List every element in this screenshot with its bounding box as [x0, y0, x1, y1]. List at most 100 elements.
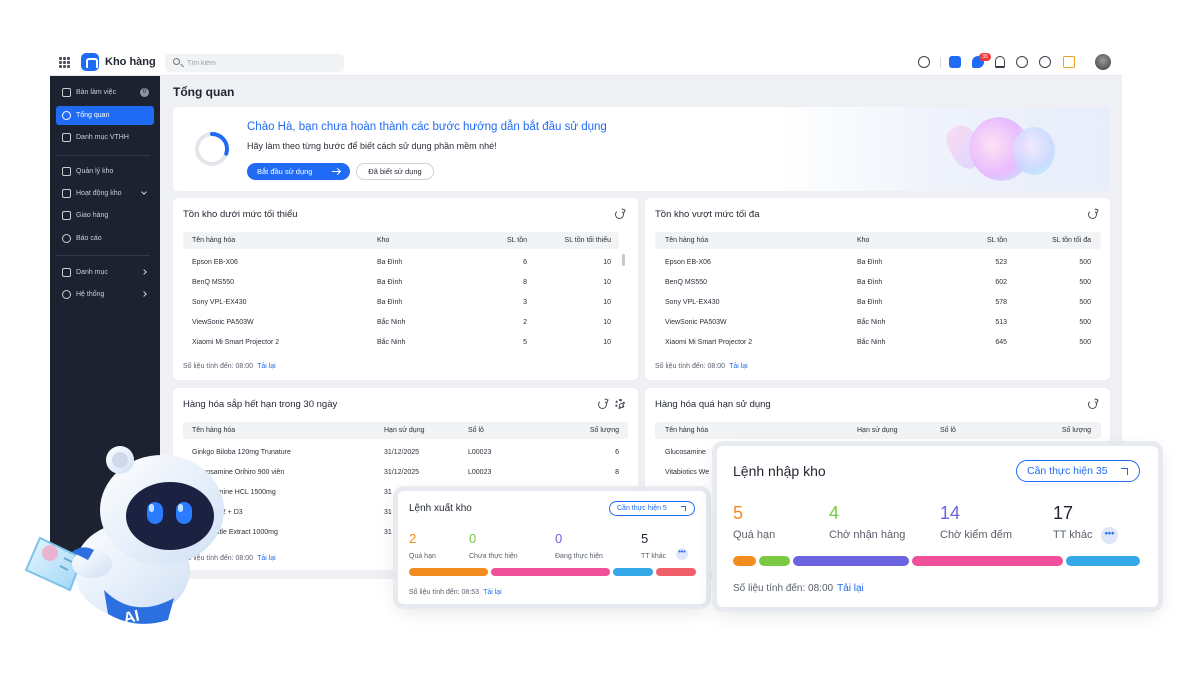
sidebar-item-overview[interactable]: Tổng quan	[56, 106, 154, 125]
gear-icon[interactable]	[615, 399, 625, 409]
reload-link[interactable]: Tải lại	[257, 363, 276, 370]
status-bar-segment	[793, 556, 909, 566]
sidebar-item-desk[interactable]: Bàn làm việc 0	[56, 83, 154, 102]
reload-link[interactable]: Tải lại	[483, 589, 502, 596]
table-cell: ViewSonic PA503W	[665, 319, 727, 326]
table-cell: 500	[1079, 319, 1091, 326]
onboarding-banner: Chào Hà, bạn chưa hoàn thành các bước hư…	[173, 107, 1110, 191]
column-header: Hạn sử dụng	[857, 427, 898, 434]
start-button[interactable]: Bắt đầu sử dụng	[247, 163, 350, 180]
start-button-label: Bắt đầu sử dụng	[257, 167, 313, 176]
table-row[interactable]: ViewSonic PA503W Bắc Ninh 2 10	[183, 313, 623, 333]
sidebar-item-label: Hoạt động kho	[76, 190, 122, 197]
table-row[interactable]: Xiaomi Mi Smart Projector 2 Bắc Ninh 645 50…	[655, 333, 1095, 353]
avatar[interactable]	[1095, 54, 1111, 70]
table-row[interactable]: BenQ MS550 Ba Đình 8 10	[183, 273, 623, 293]
more-icon[interactable]: •••	[676, 548, 688, 560]
refresh-icon[interactable]	[615, 210, 624, 219]
table-cell: Ba Đình	[857, 279, 883, 286]
package-icon[interactable]	[1063, 56, 1075, 68]
stat-value: 4	[829, 503, 840, 523]
table-cell: Milk Thistle Extract 1000mg	[192, 529, 278, 536]
todo-pill-button[interactable]: Cần thực hiện 35	[1016, 460, 1140, 482]
popup-title: Lệnh xuất kho	[409, 503, 472, 514]
footnote: Số liệu tính đến: 08:00 Tải lại	[183, 363, 276, 370]
svg-text:AI: AI	[122, 608, 141, 628]
popup-title: Lệnh nhập kho	[733, 463, 826, 479]
table-row[interactable]: Epson EB-X06 Ba Đình 6 10	[183, 253, 623, 273]
table-cell: 500	[1079, 299, 1091, 306]
table-cell: 5	[523, 339, 527, 346]
sidebar-item-system[interactable]: Hệ thống	[56, 285, 154, 304]
search-input[interactable]	[187, 57, 337, 69]
footnote: Số liệu tính đến: 08:00 Tải lại	[655, 363, 748, 370]
table-row[interactable]: Milk Thistle Extract 1000mg 31	[183, 523, 623, 543]
stat-value: 0	[469, 531, 477, 546]
table-cell: Vitabiotics We	[665, 469, 710, 476]
sidebar-item-warehouse[interactable]: Quản lý kho	[56, 162, 154, 181]
table-row[interactable]: Epson EB-X06 Ba Đình 523 500	[655, 253, 1095, 273]
settings-icon[interactable]	[918, 56, 930, 68]
table-cell: Sony VPL-EX430	[665, 299, 720, 306]
table-cell: Ba Đình	[377, 279, 403, 286]
app-icon[interactable]	[949, 56, 961, 68]
sidebar-item-catalog-vthh[interactable]: Danh mục VTHH	[56, 128, 154, 147]
stat-value: 2	[409, 531, 417, 546]
more-icon[interactable]: •••	[1101, 527, 1118, 544]
reload-link[interactable]: Tải lại	[257, 555, 276, 562]
table-row[interactable]: Vitabiotics We	[655, 463, 1095, 483]
table-row[interactable]: Glucosamine HCL 1500mg 31	[183, 483, 623, 503]
table-row[interactable]: BenQ MS550 Ba Đình 602 500	[655, 273, 1095, 293]
footnote: Số liệu tính đến: 08:00 Tải lại	[183, 555, 276, 562]
table-cell: ViewSonic PA503W	[192, 319, 254, 326]
table-cell: 10	[603, 259, 611, 266]
top-bar: Kho hàng 35	[50, 49, 1122, 76]
refresh-icon[interactable]	[1088, 400, 1097, 409]
banner-heading: Chào Hà, bạn chưa hoàn thành các bước hư…	[247, 121, 607, 133]
table-cell: Glucosamine Orihiro 900 viên	[192, 469, 285, 476]
known-button[interactable]: Đã biết sử dụng	[356, 163, 434, 180]
scrollbar[interactable]	[622, 254, 625, 266]
table-row[interactable]: Glucosamine Orihiro 900 viên 31/12/2025 L0…	[183, 463, 623, 483]
decorative-shape	[1013, 127, 1055, 175]
pill-label: Cần thực hiện 5	[617, 505, 667, 512]
table-row[interactable]: Glucosamine	[655, 443, 1095, 463]
refresh-icon[interactable]	[1088, 210, 1097, 219]
bell-icon[interactable]	[995, 56, 1005, 68]
search-box	[165, 54, 344, 72]
column-header: Số lô	[468, 427, 484, 434]
table-row[interactable]: Sony VPL-EX430 Ba Đình 578 500	[655, 293, 1095, 313]
refresh-icon[interactable]	[598, 400, 607, 409]
chevron-right-icon	[141, 291, 147, 297]
grid-icon[interactable]	[59, 57, 70, 68]
table-row[interactable]: Sony VPL-EX430 Ba Đình 3 10	[183, 293, 623, 313]
export-order-popup: Lệnh xuất kho Cần thực hiện 5 2 Quá hạn 0 C…	[398, 491, 706, 604]
column-header: Tên hàng hóa	[192, 427, 236, 434]
table-cell: Ba Đình	[377, 259, 403, 266]
divider	[56, 155, 150, 156]
sidebar-item-activity[interactable]: Hoạt động kho	[56, 184, 154, 203]
todo-pill-button[interactable]: Cần thực hiện 5	[609, 501, 695, 516]
table-row[interactable]: Ginkgo Biloba 120mg Trunature 31/12/2025 L…	[183, 443, 623, 463]
reload-link[interactable]: Tải lại	[837, 583, 864, 594]
table-row[interactable]: Xiaomi Mi Smart Projector 2 Bắc Ninh 5 10	[183, 333, 623, 353]
stat-label: Chưa thực hiện	[469, 553, 518, 560]
table-cell: Ginkgo Biloba 120mg Trunature	[192, 449, 291, 456]
pill-label: Cần thực hiện 35	[1027, 465, 1108, 477]
reload-link[interactable]: Tải lại	[729, 363, 748, 370]
desk-icon	[62, 88, 71, 97]
sidebar-item-report[interactable]: Báo cáo	[56, 229, 154, 248]
help-icon[interactable]	[1016, 56, 1028, 68]
sidebar-item-category[interactable]: Danh mục	[56, 263, 154, 282]
table-cell: 10	[603, 339, 611, 346]
table-cell: BenQ MS550	[665, 279, 708, 286]
divider	[940, 57, 941, 68]
arrow-up-right-icon	[1121, 468, 1128, 475]
sidebar-item-delivery[interactable]: Giao hàng	[56, 206, 154, 225]
table-cell: 3	[523, 299, 527, 306]
more-icon[interactable]	[1039, 56, 1051, 68]
stat-value: 5	[733, 503, 744, 523]
table-cell: Xiaomi Mi Smart Projector 2	[192, 339, 280, 346]
stat-value: 17	[1053, 503, 1074, 523]
table-row[interactable]: ViewSonic PA503W Bắc Ninh 513 500	[655, 313, 1095, 333]
